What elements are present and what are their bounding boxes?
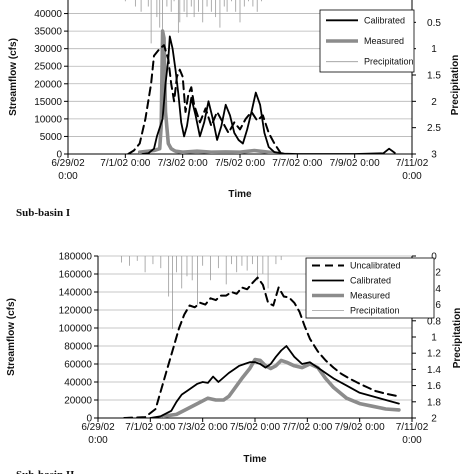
y-tick-label: 40000: [34, 9, 62, 20]
y2-tick-label: 1.4: [427, 365, 441, 376]
legend-label: Calibrated: [350, 276, 391, 286]
precipitation-series: [121, 256, 282, 329]
legend-label: Calibrated: [364, 15, 405, 25]
y2-tick-label: 1.2: [427, 349, 441, 360]
y-tick-label: 20000: [64, 396, 92, 407]
y-tick-label: 20000: [34, 79, 62, 90]
chart-caption: Sub-basin I: [16, 207, 70, 219]
y2-axis-title: Precipitation: [450, 55, 461, 116]
series-line-thick-gray: [161, 357, 401, 418]
legend-box: [305, 257, 435, 319]
x-tick-label: 7/1/02 0:00: [125, 422, 175, 433]
y-tick-label: 180000: [59, 252, 93, 263]
series-line-thick-gray: [137, 29, 285, 154]
y2-tick-label: 2: [431, 414, 437, 425]
x-tick-label: 6/29/02: [81, 422, 115, 433]
y2-tick-label: 0.5: [427, 18, 441, 29]
y-tick-label: 45000: [34, 0, 62, 3]
series-line-solid: [141, 35, 396, 154]
y-tick-label: 120000: [59, 306, 93, 317]
chart-caption: Sub-basin II: [16, 469, 74, 474]
y2-tick-label: 0: [431, 252, 437, 263]
series-line-dashed: [123, 276, 400, 418]
legend-label: Precipitation: [364, 57, 414, 67]
y2-tick-label: 1: [431, 44, 437, 55]
x-tick-label: 7/7/02 0:00: [282, 422, 332, 433]
x-axis-title: Time: [243, 454, 267, 465]
y2-tick-label: 1.8: [427, 397, 441, 408]
y-tick-label: 0: [56, 150, 62, 161]
y-tick-label: 160000: [59, 270, 93, 281]
y-tick-label: 15000: [34, 97, 62, 108]
x-tick-label: 6/29/02: [51, 158, 85, 169]
y2-tick-label: 0.8: [427, 316, 441, 327]
y2-axis-title: Precipitation: [452, 308, 463, 369]
chart-sub-basin-1: 0 5000 10000 15000 20000 25000 30000 35000 40000…: [8, 0, 461, 219]
y-tick-label: 5000: [40, 132, 63, 143]
x-tick-label: 7/7/02 0:00: [272, 158, 322, 169]
x-tick-label: 7/11/02: [396, 158, 429, 169]
y2-tick-label: 1.6: [427, 381, 441, 392]
y2-tick-label: 3: [431, 150, 437, 161]
series-line-solid: [149, 345, 400, 418]
x-tick-label-line2: 0:00: [58, 171, 78, 182]
x-tick-label: 7/5/02 0:00: [230, 422, 280, 433]
y2-tick-label: 1: [431, 333, 437, 344]
series-line-dashed: [127, 44, 282, 154]
x-tick-label: 7/3/02 0:00: [158, 158, 208, 169]
x-tick-label-line2: 0:00: [402, 435, 422, 446]
y-tick-label: 40000: [64, 378, 92, 389]
y-axis-title: Streamflow (cfs): [8, 38, 19, 116]
y-tick-label: 10000: [34, 114, 62, 125]
precipitation-series: [124, 0, 262, 49]
y-tick-label: 25000: [34, 62, 62, 73]
y-tick-label: 30000: [34, 44, 62, 55]
legend-label: Measured: [364, 36, 404, 46]
y-axis-title: Streamflow (cfs): [6, 298, 17, 376]
y-tick-label: 60000: [64, 360, 92, 371]
x-tick-label: 7/3/02 0:00: [178, 422, 228, 433]
y-tick-label: 140000: [59, 288, 93, 299]
x-tick-label: 7/1/02 0:00: [100, 158, 150, 169]
x-tick-label: 7/9/02 0:00: [330, 158, 380, 169]
y-tick-label: 80000: [64, 342, 92, 353]
y2-tick-label: 2: [431, 97, 437, 108]
y2-tick-label: 2.5: [427, 123, 441, 134]
y-tick-label: 35000: [34, 27, 62, 38]
legend-label: Precipitation: [350, 306, 400, 316]
x-tick-label: 7/9/02 0:00: [335, 422, 385, 433]
x-tick-label: 7/5/02 0:00: [215, 158, 265, 169]
y-tick-label: 100000: [59, 324, 93, 335]
y2-tick-label: 0: [431, 0, 437, 3]
x-axis-title: Time: [228, 189, 252, 200]
x-tick-label: 7/11/02: [396, 422, 429, 433]
y2-tick-label: 1.5: [427, 71, 441, 82]
legend-label: Measured: [350, 291, 390, 301]
chart-sub-basin-2: 0 20000 40000 60000 80000 100000 120000 140000 1…: [6, 252, 463, 474]
y-tick-label: 0: [86, 414, 92, 425]
x-tick-label-line2: 0:00: [402, 171, 422, 182]
legend-label: Uncalibrated: [350, 261, 401, 271]
x-tick-label-line2: 0:00: [88, 435, 108, 446]
